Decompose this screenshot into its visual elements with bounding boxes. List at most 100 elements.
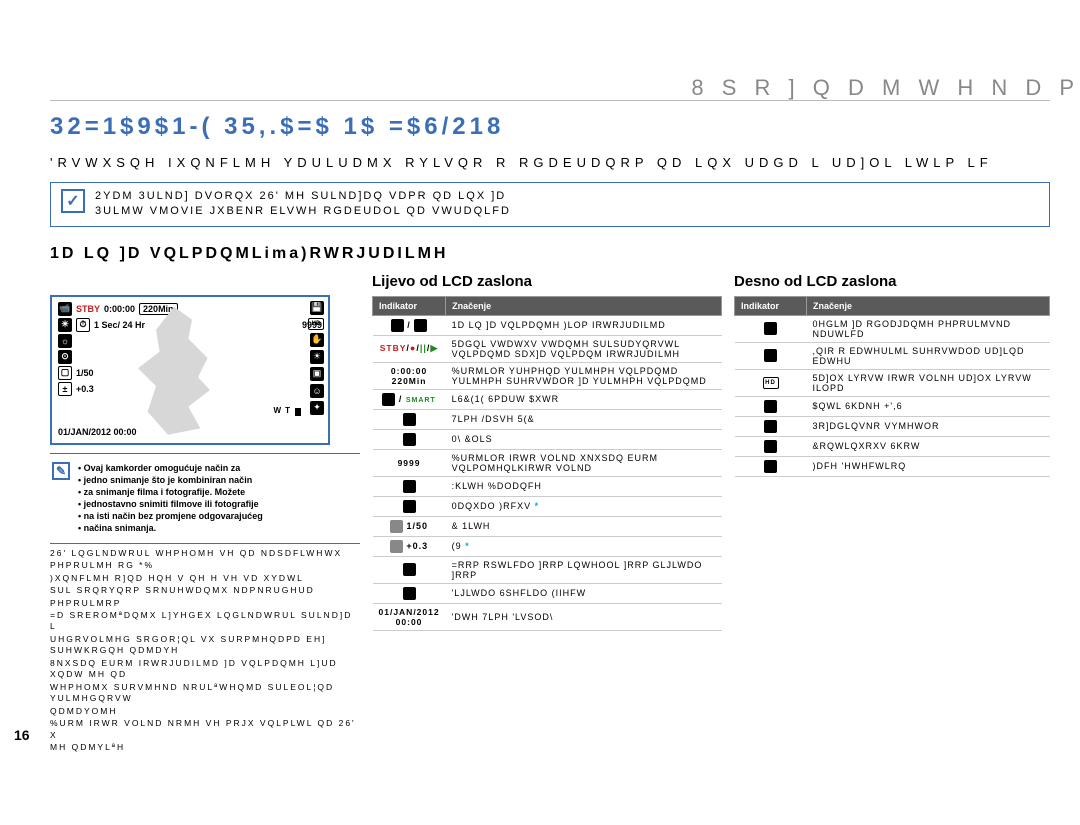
lcd-right-icons: 💾 HD ✋ ☀ ▣ ☺ ✦	[308, 301, 324, 415]
table-row: 0DQXDO )RFXV *	[373, 496, 722, 516]
th-indikator: Indikator	[373, 296, 446, 315]
table-row: 01/JAN/2012 00:00'DWH 7LPH 'LVSOD\	[373, 603, 722, 630]
meaning-cell: ,QIR R EDWHULML SUHRVWDOD UD]LQD EDWHU	[807, 342, 1050, 369]
table-row: / SMARTL6&(1( 6PDUW $XWR	[373, 389, 722, 409]
footnote-line: UHGRVOLMHG SRGOR¦QL VX SURPMHQDPD EH] SU…	[50, 634, 360, 657]
note-line: • na isti način bez promjene odgovarajuć…	[78, 510, 356, 522]
table-row: +0.3(9 *	[373, 536, 722, 556]
indicator-cell	[373, 429, 446, 449]
note-line: • za snimanje filma i fotografije. Možet…	[78, 486, 356, 498]
check-icon: ✓	[61, 189, 85, 213]
indicator-cell	[735, 436, 807, 456]
indicator-cell: /	[373, 315, 446, 335]
intro-text: 'RVWXSQH IXQNFLMH YDULUDMX RYLVQR R RGDE…	[50, 155, 1050, 170]
indicator-cell	[735, 456, 807, 476]
shutter-icon: ▢	[58, 366, 72, 380]
meaning-cell: )DFH 'HWHFWLRQ	[807, 456, 1050, 476]
footnote-line: PHPRULMRP	[50, 598, 360, 609]
indicator-cell	[373, 556, 446, 583]
note-line: • načina snimanja.	[78, 522, 356, 534]
mid-heading: Lijevo od LCD zaslona	[372, 273, 722, 290]
meaning-cell: 5DGQL VWDWXV VWDQMH SULSUDYQRVWL VQLPDQM…	[446, 335, 722, 362]
meaning-cell: 0\ &OLS	[446, 429, 722, 449]
indicator-cell	[735, 315, 807, 342]
table-row: 0:00:00 220Min%URMLOR YUHPHQD YULMHPH VQ…	[373, 362, 722, 389]
ev-icon: ±	[58, 382, 72, 396]
table-row: 'LJLWDO 6SHFLDO (IIHFW	[373, 583, 722, 603]
sd-icon: 💾	[310, 301, 324, 315]
footnote-line: MH QDMYLªH	[50, 742, 360, 753]
table-row: &RQWLQXRXV 6KRW	[735, 436, 1050, 456]
meaning-cell: 1D LQ ]D VQLPDQMH )LOP IRWRJUDILMD	[446, 315, 722, 335]
note-line: • jedno snimanje što je kombiniran način	[78, 474, 356, 486]
antishake-icon: ✋	[310, 333, 324, 347]
meaning-cell: 7LPH /DSVH 5(&	[446, 409, 722, 429]
footnote-line: =D SREROMªDQMX L]YHGEX LQGLNDWRUL SULND]…	[50, 610, 360, 633]
column-right: Desno od LCD zaslona Indikator Značenje …	[734, 273, 1050, 755]
meaning-cell: %URMLOR YUHPHQD YULMHPH VQLPDQMD YULMHPH…	[446, 362, 722, 389]
note-line: • jednostavno snimiti filmove ili fotogr…	[78, 498, 356, 510]
zoom-t: T	[285, 406, 290, 415]
footnote-line: 26' LQGLNDWRUL WHPHOMH VH QD NDSDFLWHWX	[50, 548, 360, 559]
indicator-cell	[373, 583, 446, 603]
note-line: • Ovaj kamkorder omogućuje način za	[78, 462, 356, 474]
indicator-cell	[373, 409, 446, 429]
lcd-row-1: 📹 STBY 0:00:00 220Min	[58, 302, 322, 316]
th-znacenje: Značenje	[446, 296, 722, 315]
dse-icon: ✦	[310, 401, 324, 415]
page-number: 16	[14, 727, 30, 743]
indicator-cell: / SMART	[373, 389, 446, 409]
record-icon: 📹	[58, 302, 72, 316]
smart-icon: ☀	[58, 318, 72, 332]
stby-label: STBY	[76, 304, 100, 314]
meaning-cell: 'LJLWDO 6SHFLDO (IIHFW	[446, 583, 722, 603]
zoom-bar: W T	[274, 406, 290, 415]
indicator-cell: +0.3	[373, 536, 446, 556]
lcd-mock: 📹 STBY 0:00:00 220Min ☀ ⏱ 1 Sec/ 24 Hr 9…	[50, 295, 330, 445]
main-heading: 32=1$9$1-( 35,.$=$ 1$ =$6/218	[50, 113, 1050, 141]
table-row: =RRP RSWLFDO ]RRP LQWHOOL ]RRP GLJLWDO ]…	[373, 556, 722, 583]
indicator-cell: 0:00:00 220Min	[373, 362, 446, 389]
lcd-timelapse: 1 Sec/ 24 Hr	[94, 320, 145, 330]
lcd-time: 0:00:00	[104, 304, 135, 314]
meaning-cell: &RQWLQXRXV 6KRW	[807, 436, 1050, 456]
table-row: ,QIR R EDWHULML SUHRVWDOD UD]LQD EDWHU	[735, 342, 1050, 369]
info-note: ✓ 2YDM 3ULND] DVORQX 26' MH SULND]DQ VDP…	[50, 182, 1050, 227]
indicator-cell: HD	[735, 369, 807, 396]
table-row: :KLWH %DODQFH	[373, 476, 722, 496]
footnote-line: SUL SRQRYQRP SRNUHWDQMX NDPNRUGHUD	[50, 585, 360, 596]
footnote-line: )XQNFLMH R]QD HQH V QH H VH VD XYDWL	[50, 573, 360, 584]
columns: 📹 STBY 0:00:00 220Min ☀ ⏱ 1 Sec/ 24 Hr 9…	[50, 273, 1050, 755]
indicator-cell: 1/50	[373, 516, 446, 536]
column-left: 📹 STBY 0:00:00 220Min ☀ ⏱ 1 Sec/ 24 Hr 9…	[50, 273, 360, 755]
footnote-line: QDMDYOMH	[50, 706, 360, 717]
footnote-line: %URM IRWR VOLND NRMH VH PRJX VQLPLWL QD …	[50, 718, 360, 741]
meaning-cell: %URMLOR IRWR VOLND XNXSDQ EURM VQLPOMHQL…	[446, 449, 722, 476]
meaning-cell: 'DWH 7LPH 'LVSOD\	[446, 603, 722, 630]
footnote-line: 8NXSDQ EURM IRWRJUDILMD ]D VQLPDQMH L]UD…	[50, 658, 360, 681]
wb-icon: ☼	[58, 334, 72, 348]
table-row: 0HGLM ]D RGODJDQMH PHPRULMVND NDUWLFD	[735, 315, 1050, 342]
info-note-text: 2YDM 3ULND] DVORQX 26' MH SULND]DQ VDPR …	[95, 189, 511, 220]
meaning-cell: (9 *	[446, 536, 722, 556]
indicator-cell	[373, 496, 446, 516]
indicator-cell	[735, 416, 807, 436]
column-middle: Lijevo od LCD zaslona Indikator Značenje…	[372, 273, 722, 755]
footnote-line: PHPRULMH RG *%	[50, 560, 360, 571]
table-row: 0\ &OLS	[373, 429, 722, 449]
focus-icon: ⊙	[58, 350, 72, 364]
table-row: 9999%URMLOR IRWR VOLND XNXSDQ EURM VQLPO…	[373, 449, 722, 476]
right-table: Indikator Značenje 0HGLM ]D RGODJDQMH PH…	[734, 296, 1050, 477]
note-line-2: 3ULMW VMOVIE JXBENR ELVWH RGDEUDOL QD VW…	[95, 204, 511, 219]
meaning-cell: 0DQXDO )RFXV *	[446, 496, 722, 516]
table-row: $QWL 6KDNH +',6	[735, 396, 1050, 416]
meaning-cell: 0HGLM ]D RGODJDQMH PHPRULMVND NDUWLFD	[807, 315, 1050, 342]
right-heading: Desno od LCD zaslona	[734, 273, 1050, 290]
continuous-icon: ▣	[310, 367, 324, 381]
lcd-shots: 1/50	[76, 368, 94, 378]
zoom-w: W	[274, 406, 282, 415]
chapter-heading: 8 S R ] Q D M W H N D P	[691, 75, 1080, 101]
table-row: STBY/●/||/▶5DGQL VWDWXV VWDQMH SULSUDYQR…	[373, 335, 722, 362]
lcd-date: 01/JAN/2012 00:00	[58, 427, 137, 437]
indicator-cell	[735, 342, 807, 369]
